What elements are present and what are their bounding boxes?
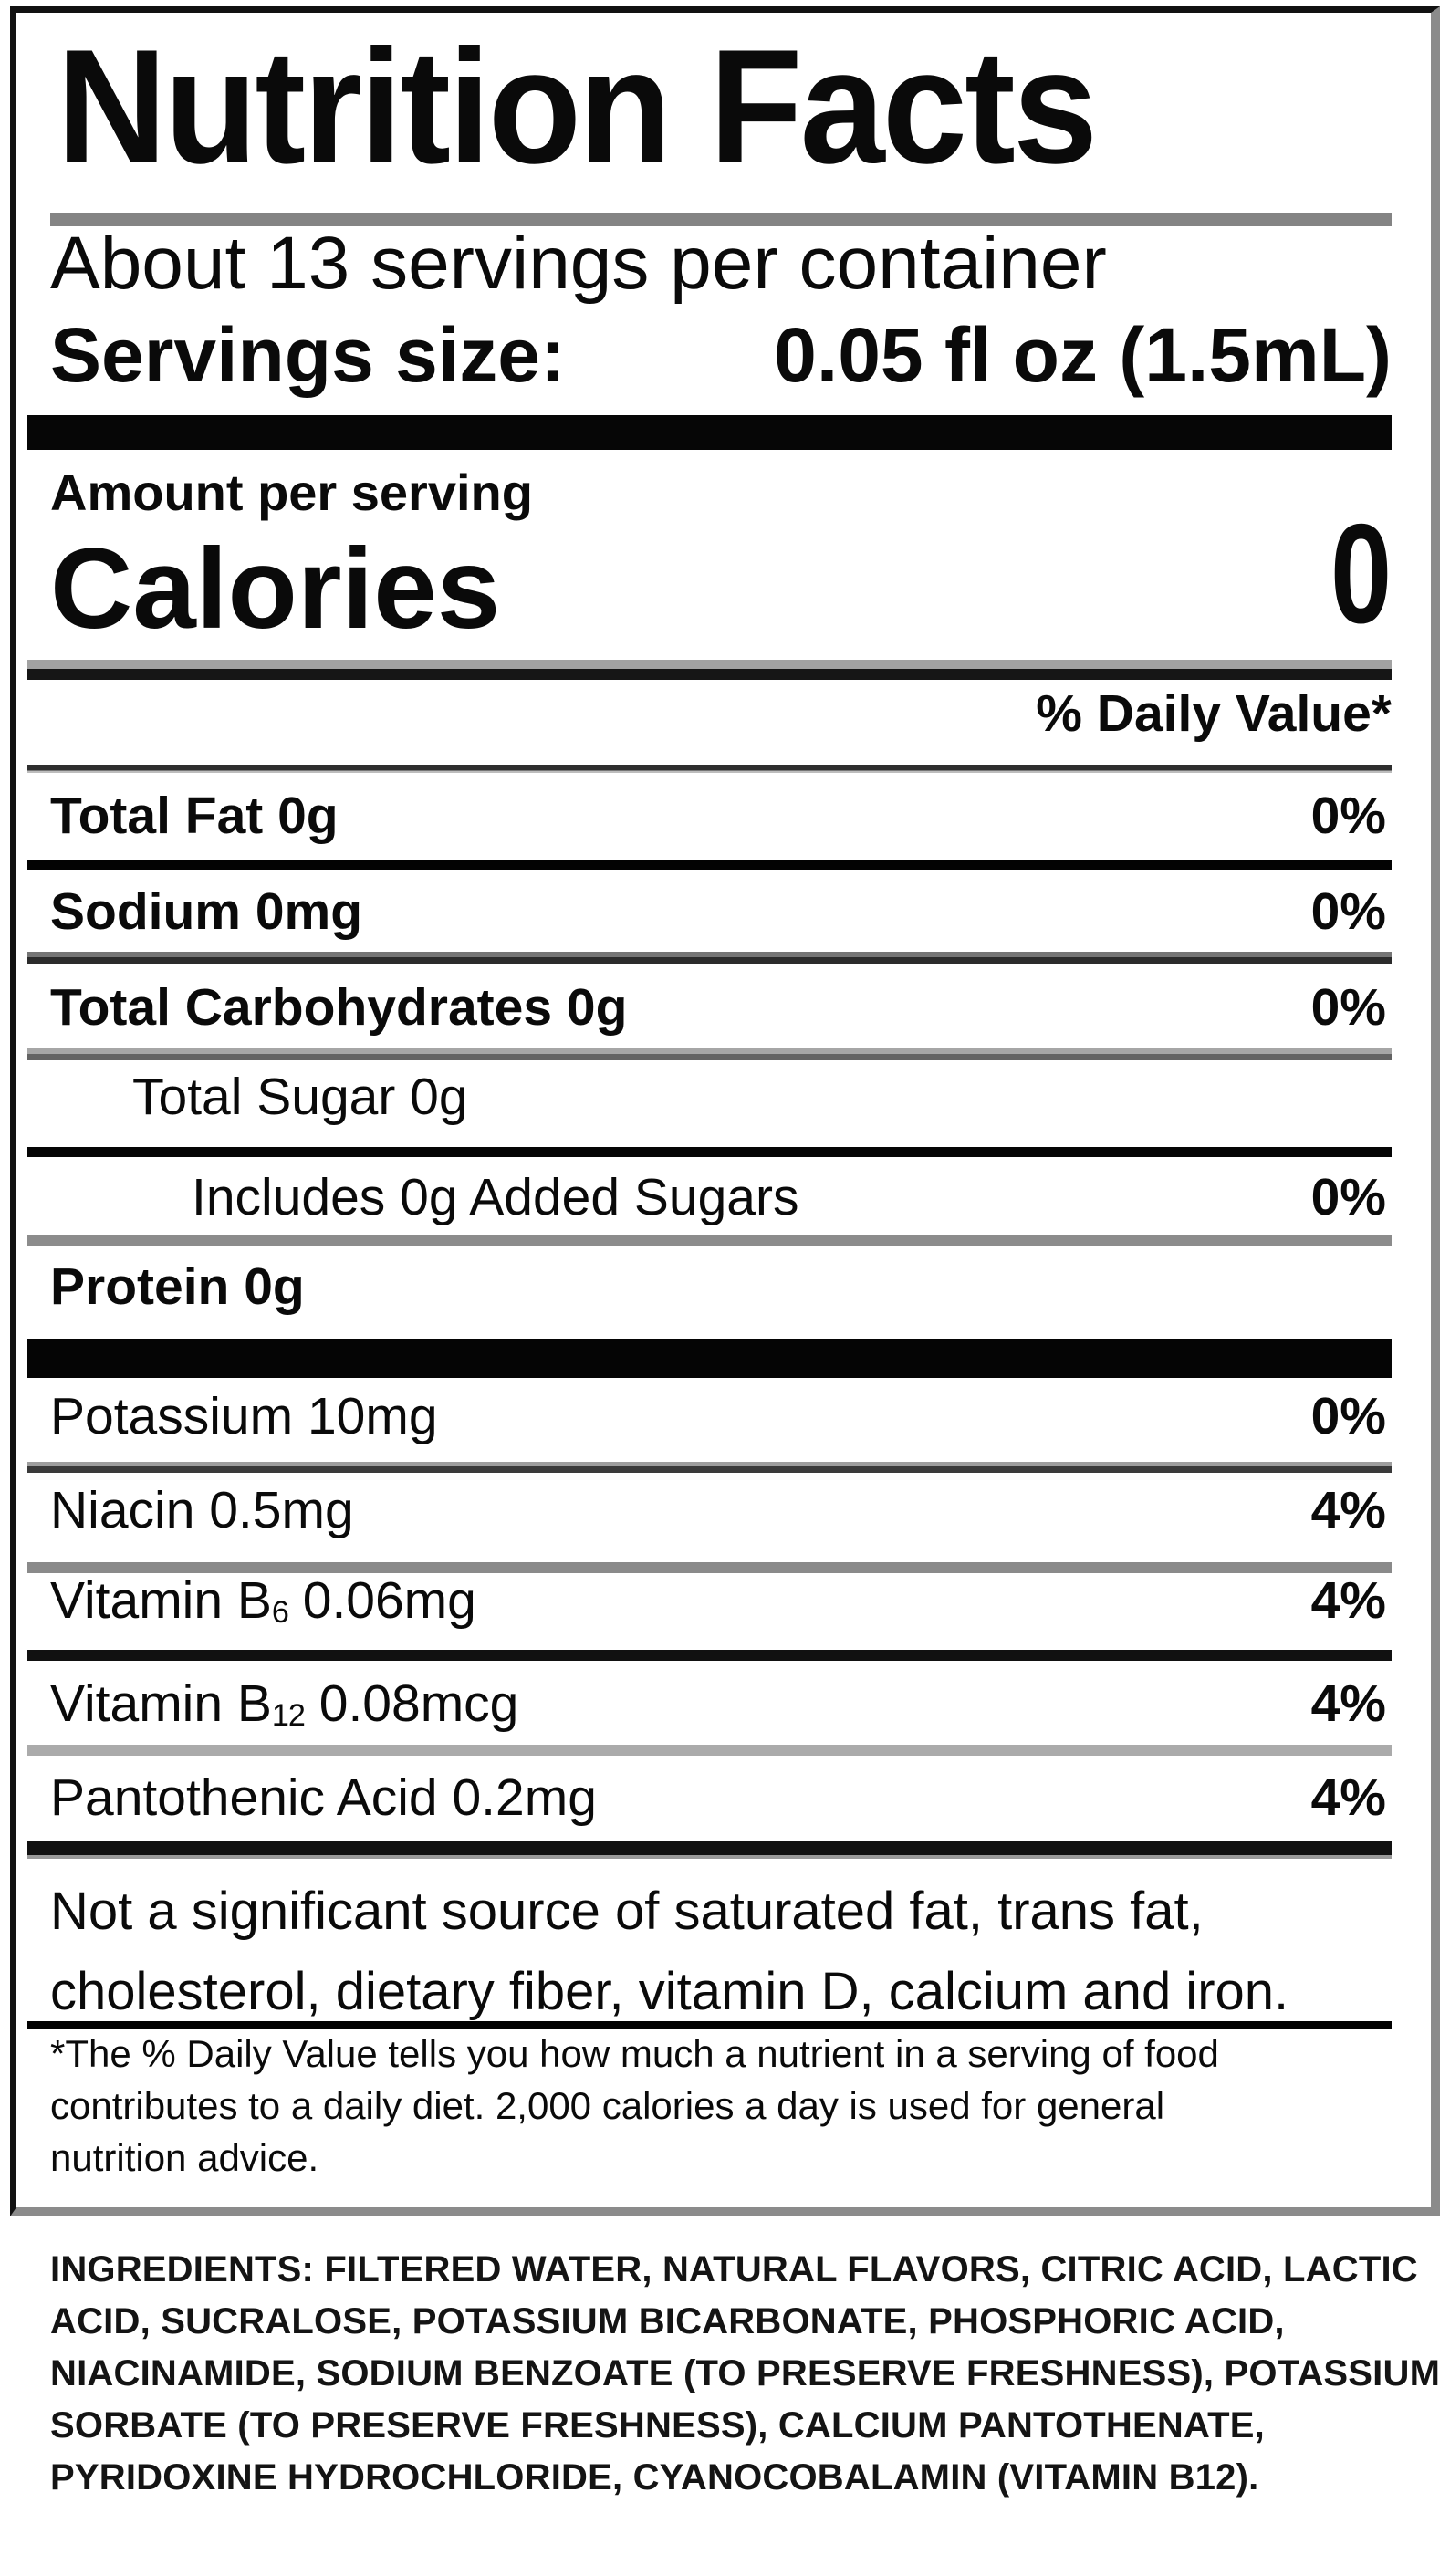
daily-value: 0% (1310, 1168, 1386, 1226)
not-significant-line: cholesterol, dietary fiber, vitamin D, c… (50, 1962, 1289, 2021)
nutrient-label: Includes 0g Added Sugars (192, 1168, 799, 1226)
nutrient-row-total-fat: Total Fat 0g 0% (50, 790, 1386, 842)
footnote-line: *The % Daily Value tells you how much a … (50, 2032, 1219, 2075)
nutrient-row-vitamin-b6: Vitamin B6 0.06mg 4% (50, 1571, 1386, 1630)
nutrient-row-added-sugars: Includes 0g Added Sugars 0% (50, 1172, 1386, 1224)
nutrient-row-potassium: Potassium 10mg 0% (50, 1391, 1386, 1443)
ingredients-line: ACID, SUCRALOSE, POTASSIUM BICARBONATE, … (50, 2301, 1285, 2341)
row-divider (27, 1841, 1392, 1859)
row-divider (27, 1235, 1392, 1246)
row-divider (27, 1147, 1392, 1157)
servings-per-container: About 13 servings per container (50, 222, 1107, 305)
ingredients-list: INGREDIENTS: FILTERED WATER, NATURAL FLA… (50, 2244, 1441, 2504)
serving-size-row: Servings size: 0.05 fl oz (1.5mL) (50, 317, 1392, 393)
nutrient-row-protein: Protein 0g (50, 1261, 1386, 1313)
subscript: 6 (271, 1594, 289, 1630)
amount-per-serving: Amount per serving (50, 464, 533, 521)
calories-value: 0 (1330, 495, 1392, 652)
footnote-divider (27, 2021, 1392, 2029)
row-divider (27, 1745, 1392, 1756)
ingredients-line: NIACINAMIDE, SODIUM BENZOATE (TO PRESERV… (50, 2353, 1441, 2393)
nutrient-label: Vitamin B12 0.08mcg (50, 1674, 519, 1733)
ingredients-line: SORBATE (TO PRESERVE FRESHNESS), CALCIUM… (50, 2405, 1265, 2446)
nutrient-row-vitamin-b12: Vitamin B12 0.08mcg 4% (50, 1674, 1386, 1733)
thick-divider-middle (27, 1339, 1392, 1378)
nutrient-label: Potassium 10mg (50, 1387, 438, 1445)
row-divider (27, 1650, 1392, 1661)
daily-value: 4% (1310, 1481, 1386, 1539)
serving-size-value: 0.05 fl oz (1.5mL) (774, 312, 1392, 398)
nutrition-facts-title: Nutrition Facts (57, 16, 1098, 197)
daily-value: 4% (1310, 1674, 1386, 1733)
nutrient-label: Total Sugar 0g (132, 1068, 468, 1126)
row-divider (27, 1048, 1392, 1060)
nutrient-label: Vitamin B6 0.06mg (50, 1571, 476, 1630)
daily-value: 0% (1310, 787, 1386, 845)
row-divider (27, 1462, 1392, 1473)
nutrient-row-total-sugar: Total Sugar 0g (50, 1071, 1386, 1123)
daily-value: 4% (1310, 1571, 1386, 1630)
not-significant-source-text: Not a significant source of saturated fa… (50, 1872, 1386, 2032)
nutrient-label: Total Fat 0g (50, 787, 339, 845)
nutrient-row-sodium: Sodium 0mg 0% (50, 886, 1386, 938)
daily-value-header: % Daily Value* (1036, 684, 1392, 743)
not-significant-line: Not a significant source of saturated fa… (50, 1882, 1204, 1941)
nutrient-label: Sodium 0mg (50, 882, 363, 941)
nutrient-label: Niacin 0.5mg (50, 1481, 354, 1539)
subscript: 12 (271, 1697, 306, 1733)
nutrient-label: Pantothenic Acid 0.2mg (50, 1768, 597, 1827)
calories-label: Calories (50, 526, 501, 652)
nutrient-label: Total Carbohydrates 0g (50, 978, 628, 1037)
daily-value: 0% (1310, 882, 1386, 941)
footnote-line: contributes to a daily diet. 2,000 calor… (50, 2084, 1165, 2127)
serving-size-label: Servings size: (50, 312, 566, 398)
nutrient-label: Protein 0g (50, 1257, 305, 1316)
thick-divider-top (27, 415, 1392, 450)
row-divider (27, 952, 1392, 964)
calories-divider (27, 660, 1392, 680)
daily-value: 0% (1310, 978, 1386, 1037)
row-divider (27, 1562, 1392, 1573)
row-divider (27, 860, 1392, 870)
ingredients-line: INGREDIENTS: FILTERED WATER, NATURAL FLA… (50, 2249, 1418, 2289)
daily-value: 0% (1310, 1387, 1386, 1445)
daily-value-divider (27, 765, 1392, 773)
nutrient-row-pantothenic-acid: Pantothenic Acid 0.2mg 4% (50, 1772, 1386, 1824)
daily-value: 4% (1310, 1768, 1386, 1827)
footnote-line: nutrition advice. (50, 2136, 319, 2179)
nutrient-row-niacin: Niacin 0.5mg 4% (50, 1485, 1386, 1537)
nutrient-row-total-carbohydrates: Total Carbohydrates 0g 0% (50, 982, 1386, 1034)
daily-value-footnote: *The % Daily Value tells you how much a … (50, 2028, 1368, 2184)
title-divider (50, 213, 1392, 226)
ingredients-line: PYRIDOXINE HYDROCHLORIDE, CYANOCOBALAMIN… (50, 2457, 1259, 2498)
